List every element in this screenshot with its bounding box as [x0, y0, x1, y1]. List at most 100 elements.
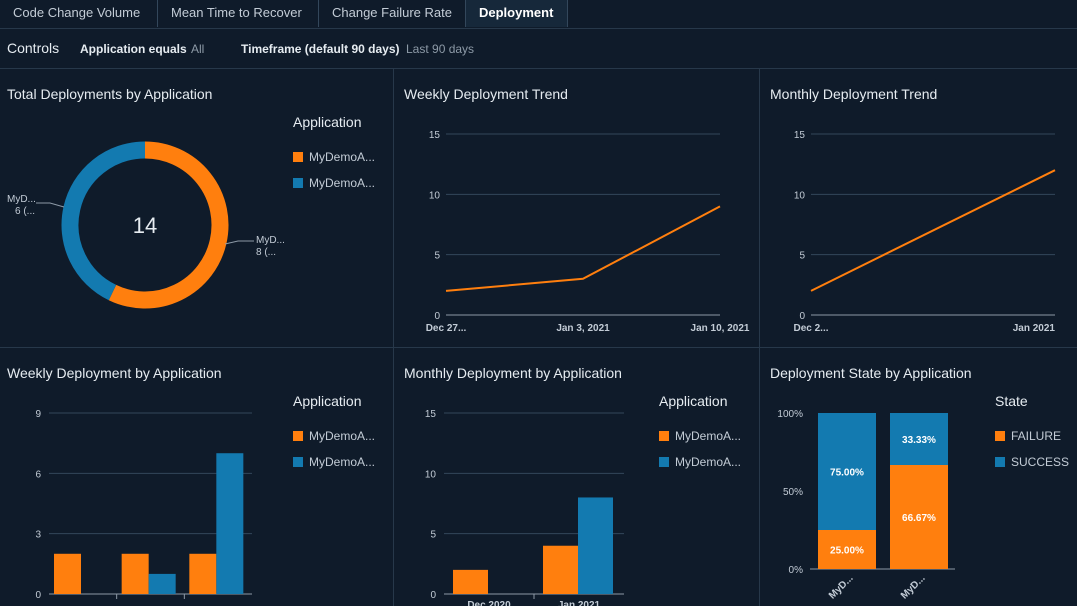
panel-divider — [0, 347, 1077, 348]
stacked-bar-segment — [890, 413, 948, 465]
trend-line — [810, 169, 1056, 292]
legend-title: Application — [293, 114, 362, 130]
weekly-by-app-chart: 0 3 6 9 — [35, 409, 252, 601]
tab-deployment[interactable]: Deployment — [465, 0, 568, 27]
y-tick-label: 0 — [35, 590, 41, 601]
y-tick-label: 15 — [429, 130, 441, 141]
x-tick-label: MyD... — [827, 573, 856, 602]
slice-label-b-name: MyD... — [7, 194, 36, 205]
panel-title: Total Deployments by Application — [7, 86, 213, 102]
bar — [189, 553, 217, 594]
y-tick-label: 0% — [789, 565, 804, 576]
x-tick-label: Dec 2... — [793, 323, 828, 334]
leader-line — [224, 240, 254, 245]
bar — [54, 553, 81, 594]
leader-line — [36, 202, 65, 208]
legend-item-blue[interactable]: MyDemoA... — [659, 455, 741, 469]
bar — [543, 545, 578, 594]
panel-title: Weekly Deployment by Application — [7, 365, 222, 381]
data-label: 33.33% — [902, 435, 936, 446]
y-tick-label: 15 — [425, 409, 437, 420]
application-filter-value[interactable]: All — [191, 42, 205, 56]
tab-code-change-volume[interactable]: Code Change Volume — [13, 5, 141, 20]
x-tick-label: Dec 27... — [426, 323, 467, 334]
legend-swatch — [995, 457, 1005, 467]
trend-line — [445, 205, 721, 292]
legend-item-blue[interactable]: MyDemoA... — [293, 176, 375, 190]
controls-title: Controls — [7, 40, 60, 56]
weekly-trend-chart: 0 5 10 15 Dec 27... Jan 3, 2021 Jan 10, 2021 — [426, 130, 750, 334]
y-tick-label: 0 — [434, 311, 440, 322]
legend-title: State — [995, 393, 1028, 409]
timeframe-filter-value[interactable]: Last 90 days — [406, 42, 475, 56]
x-tick-label: Dec 2020 — [467, 600, 511, 606]
bar — [578, 497, 613, 594]
legend-swatch — [293, 431, 303, 441]
y-tick-label: 10 — [429, 190, 441, 201]
data-label: 66.67% — [902, 513, 936, 524]
tab-change-failure-rate[interactable]: Change Failure Rate — [318, 0, 465, 27]
timeframe-filter-label: Timeframe (default 90 days) — [241, 42, 400, 56]
legend-swatch — [293, 457, 303, 467]
bar — [121, 553, 149, 594]
legend-item-orange[interactable]: MyDemoA... — [293, 150, 375, 164]
y-tick-label: 0 — [799, 311, 805, 322]
legend-label: MyDemoA... — [309, 176, 376, 190]
panel-weekly-by-app: Weekly Deployment by Application 0 3 6 9 Ap… — [0, 348, 393, 606]
slice-label-b-value: 6 (... — [15, 206, 35, 217]
stacked-bar-segment — [890, 464, 948, 569]
panel-divider — [393, 69, 394, 606]
data-label: 25.00% — [830, 546, 864, 557]
stacked-bar-segment — [818, 530, 876, 569]
bar — [148, 573, 176, 594]
tab-mean-time-to-recover[interactable]: Mean Time to Recover — [157, 0, 315, 27]
slice-label-a-name: MyD... — [256, 235, 285, 246]
donut-total: 14 — [133, 213, 157, 238]
data-label: 75.00% — [830, 468, 864, 479]
legend-label: MyDemoA... — [309, 150, 376, 164]
legend-item-orange[interactable]: MyDemoA... — [293, 429, 375, 443]
bar — [453, 569, 488, 594]
legend-item-orange[interactable]: MyDemoA... — [659, 429, 741, 443]
panel-total-deployments: Total Deployments by Application 14 MyD.… — [0, 69, 393, 347]
panel-state-by-app: Deployment State by Application 0% 50% 100… — [760, 348, 1077, 606]
legend-swatch — [293, 152, 303, 162]
y-tick-label: 50% — [783, 487, 803, 498]
state-by-app-chart: 0% 50% 100% 25.00% 75.00% MyD... 66.67% 33.33% M… — [777, 409, 955, 602]
legend-item-failure[interactable]: FAILURE — [995, 429, 1061, 443]
y-tick-label: 100% — [777, 409, 803, 420]
slice-label-a-value: 8 (... — [256, 247, 276, 258]
x-tick-label: Jan 2021 — [558, 600, 601, 606]
legend-label: MyDemoA... — [309, 429, 376, 443]
panel-title: Monthly Deployment Trend — [770, 86, 938, 102]
donut-slice-a[interactable] — [108, 141, 229, 309]
legend-label: MyDemoA... — [309, 455, 376, 469]
x-tick-label: Jan 3, 2021 — [556, 323, 610, 334]
y-tick-label: 0 — [430, 590, 436, 601]
legend-swatch — [659, 457, 669, 467]
panel-weekly-trend: Weekly Deployment Trend 0 5 10 15 Dec 27... J… — [394, 69, 759, 347]
legend-title: Application — [659, 393, 728, 409]
legend-item-success[interactable]: SUCCESS — [995, 455, 1069, 469]
y-tick-label: 5 — [799, 251, 805, 262]
panel-title: Deployment State by Application — [770, 365, 972, 381]
monthly-by-app-chart: 0 5 10 15 Dec 2020 Jan 2021 — [425, 409, 624, 606]
y-tick-label: 5 — [434, 251, 440, 262]
donut-chart: 14 MyD... 8 (... MyD... 6 (... — [7, 141, 285, 309]
y-tick-label: 10 — [425, 469, 437, 480]
donut-slice-b[interactable] — [61, 141, 146, 301]
legend-item-blue[interactable]: MyDemoA... — [293, 455, 375, 469]
legend-label: MyDemoA... — [675, 455, 742, 469]
controls-bar: Controls Application equals All Timefram… — [0, 28, 1077, 69]
panel-divider — [759, 69, 760, 606]
panel-title: Monthly Deployment by Application — [404, 365, 622, 381]
x-tick-label: Jan 2021 — [1013, 323, 1056, 334]
tab-bar: Code Change Volume Mean Time to Recover … — [0, 0, 1077, 29]
legend-swatch — [995, 431, 1005, 441]
stacked-bar-segment — [818, 413, 876, 530]
bar — [216, 453, 244, 594]
panel-monthly-by-app: Monthly Deployment by Application 0 5 10 15… — [394, 348, 759, 606]
legend-swatch — [659, 431, 669, 441]
x-tick-label: Jan 10, 2021 — [691, 323, 750, 334]
application-filter-label: Application equals — [80, 42, 187, 56]
